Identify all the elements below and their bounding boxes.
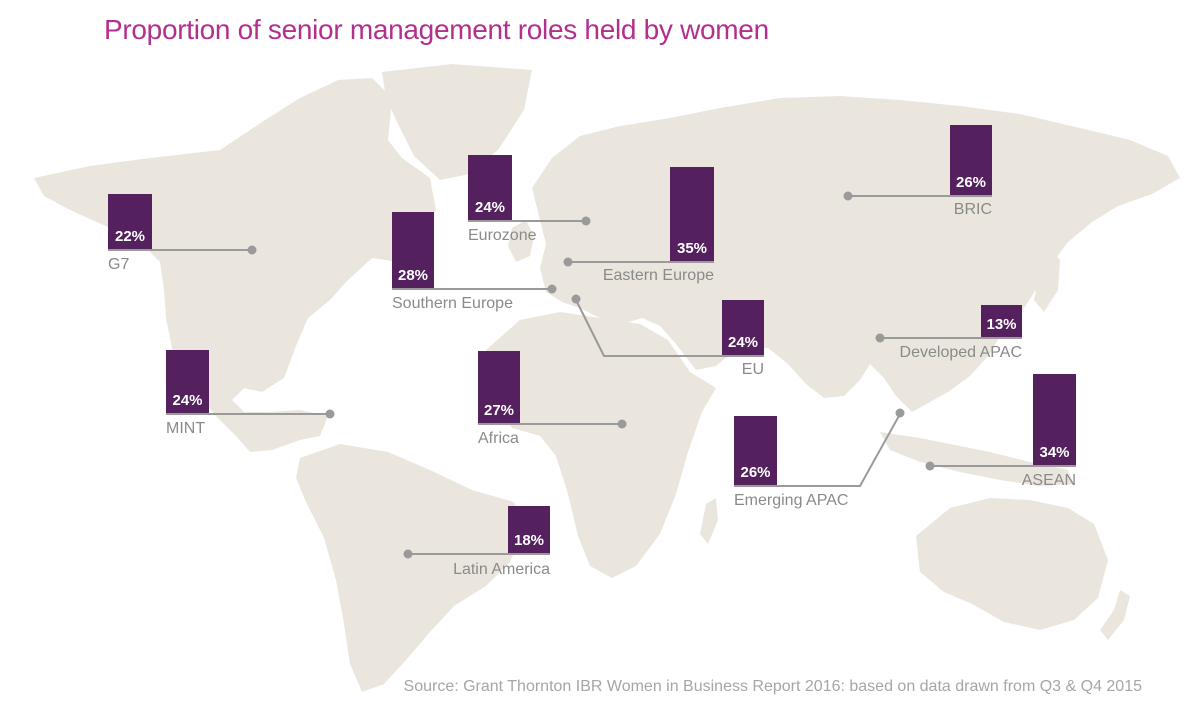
new-zealand-shape [1100, 590, 1130, 640]
developed-apac-bar: 13% [981, 305, 1022, 337]
eurozone-label: Eurozone [468, 227, 537, 244]
connector-lines [108, 191, 1076, 559]
eurozone-dot [581, 216, 591, 226]
latin-america-value: 18% [513, 532, 545, 549]
eastern-europe-value: 35% [676, 240, 708, 257]
mint-label: MINT [166, 420, 206, 437]
africa-bar: 27% [478, 351, 520, 423]
asean-bar: 34% [1033, 374, 1076, 465]
developed-apac-label: Developed APAC [899, 344, 1022, 361]
southern-europe-dot [547, 284, 557, 294]
madagascar-shape [700, 498, 718, 544]
southern-europe-value: 28% [397, 267, 429, 284]
eastern-europe-dot [563, 257, 573, 267]
asean-value: 34% [1039, 444, 1070, 461]
mint-bar: 24% [166, 350, 209, 413]
mint-value: 24% [172, 392, 203, 409]
africa-value: 27% [483, 402, 515, 419]
emerging-apac-dot [895, 408, 905, 418]
bric-value: 26% [955, 174, 987, 191]
southern-europe-label: Southern Europe [392, 295, 513, 312]
eu-dot [571, 294, 581, 304]
bric-bar: 26% [950, 125, 992, 195]
source-note: Source: Grant Thornton IBR Women in Busi… [403, 678, 1142, 695]
mint-dot [325, 409, 335, 419]
south-america-shape [296, 444, 524, 692]
bric-dot [843, 191, 853, 201]
asean-label: ASEAN [1021, 472, 1076, 489]
eurozone-value: 24% [474, 199, 506, 216]
emerging-apac-label: Emerging APAC [734, 492, 849, 509]
bric-label: BRIC [953, 201, 992, 218]
eu-connector [575, 299, 764, 357]
latin-america-label: Latin America [453, 561, 550, 578]
southern-europe-bar: 28% [392, 212, 434, 288]
australia-shape [916, 498, 1108, 630]
eastern-europe-bar: 35% [670, 167, 714, 261]
latin-america-bar: 18% [508, 506, 550, 553]
g7-label: G7 [108, 256, 130, 273]
g7-value: 22% [114, 228, 146, 245]
page-title: Proportion of senior management roles he… [104, 14, 769, 45]
greenland-shape [382, 64, 532, 180]
emerging-apac-connector [734, 413, 901, 487]
developed-apac-dot [875, 333, 885, 343]
north-america-shape [34, 78, 436, 452]
africa-label: Africa [478, 430, 519, 447]
japan-shape [1034, 246, 1060, 312]
eu-label: EU [741, 361, 764, 378]
g7-dot [247, 245, 257, 255]
eurozone-bar: 24% [468, 155, 512, 220]
eu-bar: 24% [722, 300, 764, 355]
latin-america-dot [403, 549, 413, 559]
eastern-europe-label: Eastern Europe [602, 267, 714, 284]
africa-dot [617, 419, 627, 429]
emerging-apac-value: 26% [740, 464, 771, 481]
asean-dot [925, 461, 935, 471]
emerging-apac-bar: 26% [734, 416, 777, 485]
indonesia-shape [880, 432, 1074, 486]
developed-apac-value: 13% [986, 316, 1017, 333]
uk-shape [508, 220, 534, 262]
africa-shape [484, 312, 716, 578]
eu-value: 24% [727, 334, 759, 351]
g7-bar: 22% [108, 194, 152, 249]
